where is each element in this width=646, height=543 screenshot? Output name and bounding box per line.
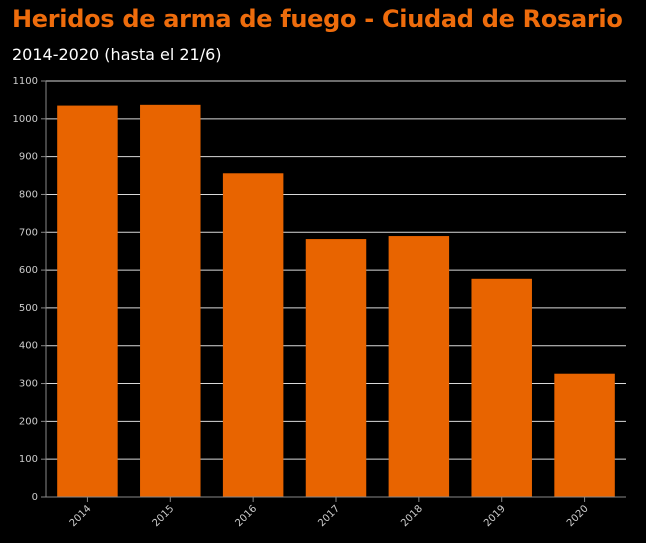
- y-tick-label: 500: [19, 303, 38, 314]
- y-tick-label: 900: [19, 152, 38, 163]
- y-tick-label: 1000: [13, 114, 38, 125]
- bar-2016[interactable]: [222, 173, 284, 497]
- y-tick-label: 1100: [13, 76, 38, 87]
- y-tick-label: 800: [19, 189, 38, 200]
- bar-2018[interactable]: [388, 236, 450, 497]
- x-tick-label: 2018: [399, 503, 425, 529]
- y-tick-label: 200: [19, 416, 38, 427]
- x-tick-label: 2014: [68, 503, 94, 529]
- x-tick-label: 2020: [565, 503, 591, 529]
- chart-subtitle: 2014-2020 (hasta el 21/6): [12, 45, 222, 64]
- y-tick-label: 0: [32, 492, 38, 503]
- y-tick-label: 600: [19, 265, 38, 276]
- bar-2019[interactable]: [471, 278, 532, 497]
- x-tick-label: 2017: [316, 503, 342, 529]
- y-tick-label: 100: [19, 454, 38, 465]
- y-tick-label: 300: [19, 379, 38, 390]
- bar-2020[interactable]: [554, 373, 615, 497]
- chart-title: Heridos de arma de fuego - Ciudad de Ros…: [12, 5, 623, 33]
- bar-2014[interactable]: [57, 105, 118, 497]
- x-tick-label: 2019: [482, 503, 508, 529]
- y-tick-label: 700: [19, 227, 38, 238]
- bar-2015[interactable]: [140, 104, 201, 498]
- y-tick-label: 400: [19, 341, 38, 352]
- bar-layer: [57, 104, 615, 498]
- x-tick-label: 2016: [233, 503, 259, 529]
- x-tick-label: 2015: [151, 503, 177, 529]
- bar-2017[interactable]: [305, 239, 367, 497]
